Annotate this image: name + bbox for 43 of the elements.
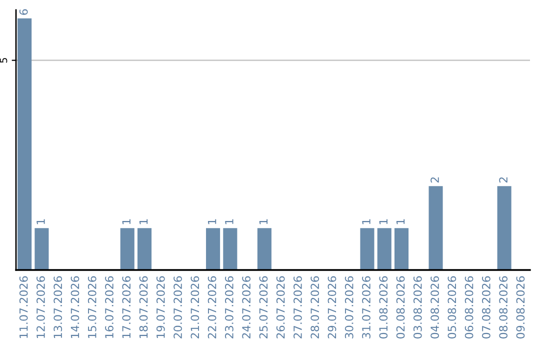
x-tick-label: 26.07.2026: [276, 276, 285, 338]
data-label: 2: [499, 177, 508, 183]
data-label: 1: [259, 219, 268, 224]
x-tick-label: 23.07.2026: [224, 276, 234, 338]
x-tick-label: 15.07.2026: [88, 276, 96, 338]
x-tick-label: 02.08.2026: [396, 276, 405, 338]
x-tick-label: 30.07.2026: [344, 276, 354, 338]
x-tick-label: 09.08.2026: [516, 276, 525, 338]
x-tick-label: 04.08.2026: [430, 276, 439, 338]
data-label: 1: [139, 219, 148, 224]
x-tick-label: 07.08.2026: [482, 276, 490, 338]
data-label: 1: [379, 219, 388, 224]
x-tick-label: 13.07.2026: [54, 276, 62, 338]
data-label: 1: [208, 219, 216, 224]
x-tick-label: 31.07.2026: [362, 276, 370, 338]
x-tick-label: 20.07.2026: [174, 276, 182, 338]
x-tick-label: 12.07.2026: [36, 276, 45, 338]
x-tick-label: 18.07.2026: [139, 276, 148, 338]
x-tick-label: 27.07.2026: [294, 276, 302, 338]
x-tick-label: 05.08.2026: [448, 276, 456, 338]
data-label: 1: [122, 219, 130, 224]
x-tick-label: 17.07.2026: [122, 276, 131, 338]
x-tick-label: 01.08.2026: [379, 276, 388, 338]
x-tick-label: 19.07.2026: [156, 276, 165, 338]
x-tick-label: 11.07.2026: [19, 276, 28, 338]
x-tick-label: 14.07.2026: [70, 276, 80, 338]
x-tick-label: 29.07.2026: [328, 276, 336, 338]
x-tick-label: 24.07.2026: [242, 276, 251, 338]
y-tick-label: 5: [0, 58, 8, 63]
x-tick-label: 28.07.2026: [310, 276, 320, 338]
data-label: 6: [19, 9, 28, 15]
data-label: 1: [36, 219, 45, 224]
x-tick-label: 25.07.2026: [259, 276, 268, 338]
data-label: 1: [225, 219, 234, 224]
x-tick-label: 03.08.2026: [413, 276, 422, 338]
data-label: 1: [396, 219, 405, 224]
data-label: 1: [362, 219, 370, 224]
x-tick-label: 21.07.2026: [190, 276, 200, 338]
x-tick-label: 22.07.2026: [208, 276, 216, 338]
x-tick-label: 16.07.2026: [105, 276, 114, 338]
x-tick-label: 06.08.2026: [464, 276, 474, 338]
data-label: 2: [430, 177, 439, 183]
x-tick-label: 08.08.2026: [499, 276, 508, 338]
